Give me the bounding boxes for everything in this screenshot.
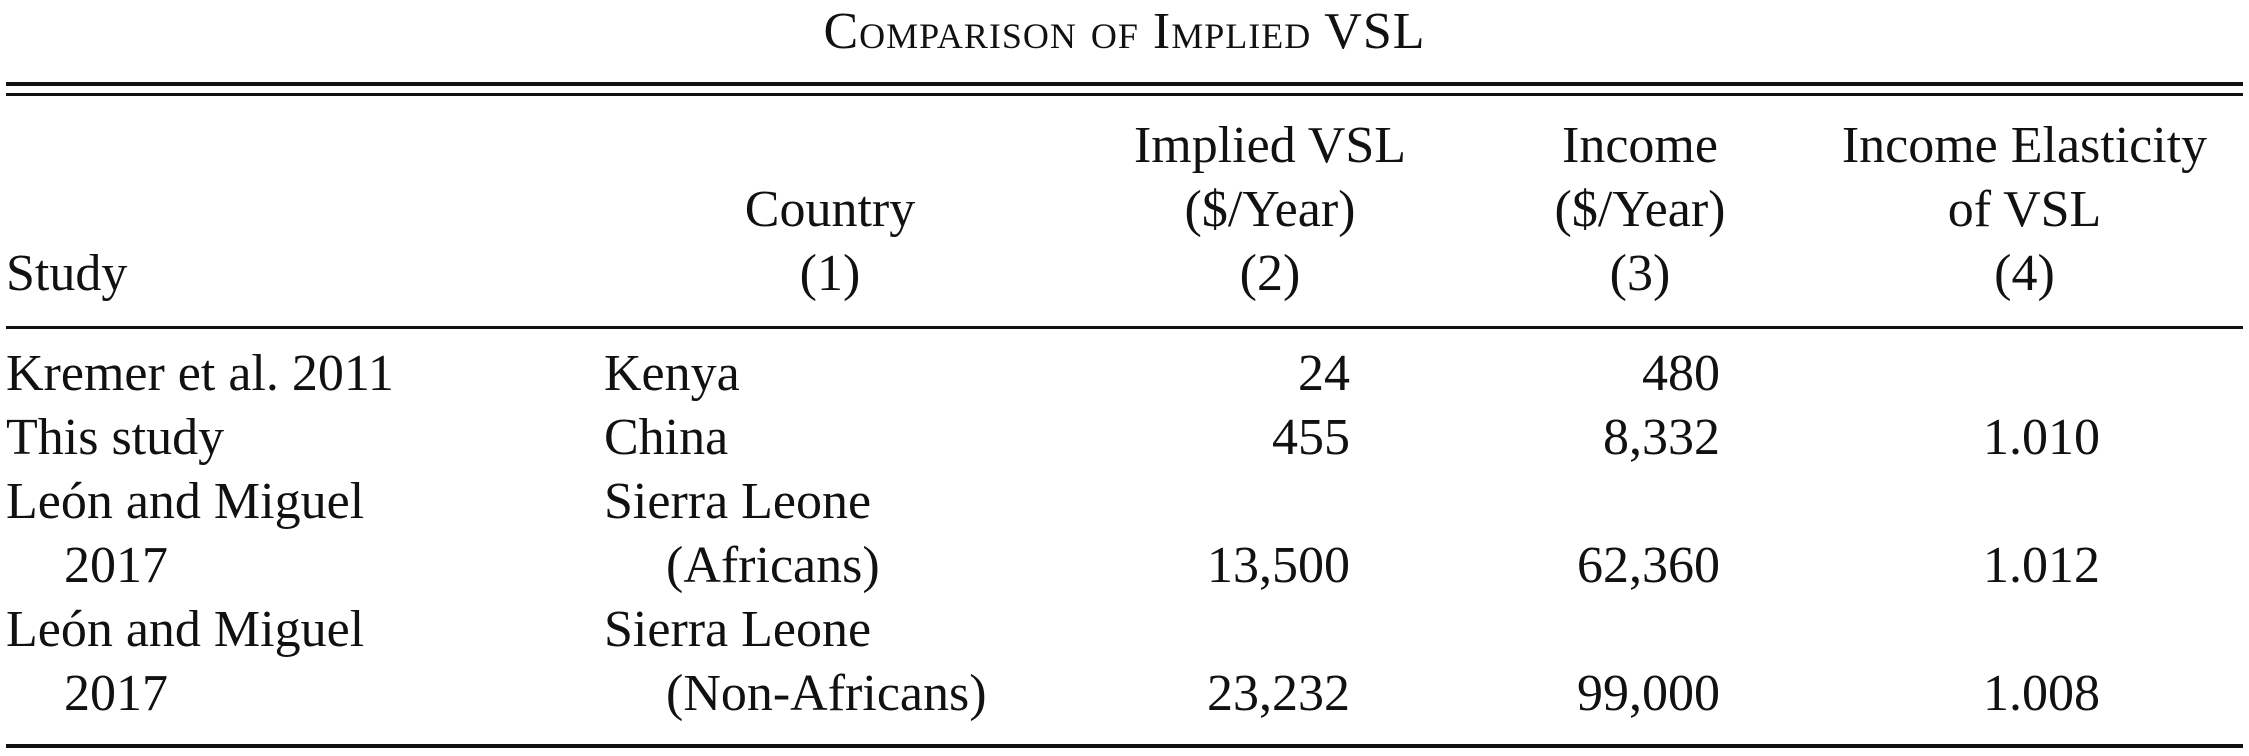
top-rule-outer xyxy=(6,82,2243,86)
header-country-label: Country xyxy=(744,181,916,238)
table-row-2-country: Sierra Leone (Africans) xyxy=(604,470,880,598)
bottom-rule xyxy=(6,744,2243,748)
table-cell: China xyxy=(604,409,729,466)
header-income: Income ($/Year) (3) xyxy=(1500,114,1780,306)
table-cell: León and Miguel xyxy=(6,601,365,658)
table-cell: León and Miguel xyxy=(6,473,365,530)
table-row-3-elasticity: 1.008 xyxy=(1983,665,2100,722)
table-row-1-country: China xyxy=(604,406,728,470)
header-rule xyxy=(6,326,2243,329)
header-study: Study xyxy=(6,242,127,306)
table-title: Comparison of Implied VSL xyxy=(823,3,1426,60)
top-rule-inner xyxy=(6,93,2243,96)
header-income-number: (3) xyxy=(1609,245,1671,302)
table-cell: 2017 xyxy=(64,537,168,594)
table-row-2-elasticity: 1.012 xyxy=(1983,537,2100,594)
table-row-3-study: León and Miguel 2017 xyxy=(6,598,364,726)
table-row-1-income: 8,332 xyxy=(1603,409,1720,466)
header-implied-vsl-unit: ($/Year) xyxy=(1184,181,1356,238)
table-row-2-income: 62,360 xyxy=(1577,537,1720,594)
table-row-0-study: Kremer et al. 2011 xyxy=(6,342,394,406)
header-country: Country (1) xyxy=(700,178,960,306)
header-implied-vsl-label: Implied VSL xyxy=(1133,117,1407,174)
table-row-1-implied-vsl: 455 xyxy=(1272,409,1350,466)
header-implied-vsl-number: (2) xyxy=(1239,245,1301,302)
table-row-2-study: León and Miguel 2017 xyxy=(6,470,364,598)
table-cell: (Non-Africans) xyxy=(666,665,987,722)
header-study-label: Study xyxy=(6,245,128,302)
table-row-0-income: 480 xyxy=(1642,345,1720,402)
table-cell: (Africans) xyxy=(666,537,880,594)
header-implied-vsl: Implied VSL ($/Year) (2) xyxy=(1090,114,1450,306)
table-cell: Sierra Leone xyxy=(604,473,872,530)
table-row-2-implied-vsl: 13,500 xyxy=(1207,537,1350,594)
header-income-unit: ($/Year) xyxy=(1554,181,1726,238)
header-income-label: Income xyxy=(1562,117,1718,174)
header-elasticity-number: (4) xyxy=(1994,245,2055,302)
table-cell: 2017 xyxy=(64,665,168,722)
table-row-3-implied-vsl: 23,232 xyxy=(1207,665,1350,722)
table-cell: Kenya xyxy=(604,345,740,402)
table-row-0-implied-vsl: 24 xyxy=(1298,345,1350,402)
header-elasticity: Income Elasticity of VSL (4) xyxy=(1800,114,2249,306)
table-row-3-country: Sierra Leone (Non-Africans) xyxy=(604,598,987,726)
table-row-0-country: Kenya xyxy=(604,342,740,406)
header-elasticity-label: Income Elasticity xyxy=(1841,117,2208,174)
table-cell: This study xyxy=(6,409,225,466)
table-row-3-income: 99,000 xyxy=(1577,665,1720,722)
table-cell: Kremer et al. 2011 xyxy=(6,345,394,402)
header-elasticity-sublabel: of VSL xyxy=(1947,181,2102,238)
header-country-number: (1) xyxy=(799,245,861,302)
table-row-1-elasticity: 1.010 xyxy=(1983,409,2100,466)
table-cell: Sierra Leone xyxy=(604,601,872,658)
table-row-1-study: This study xyxy=(6,406,224,470)
